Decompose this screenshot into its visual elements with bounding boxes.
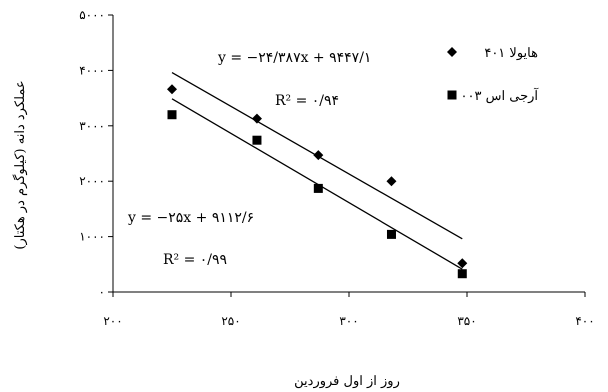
legend-label-hyola-401: هایولا ۴۰۱ xyxy=(484,46,538,61)
data-point-square xyxy=(313,183,323,193)
y-tick-label: ۴۰۰۰ xyxy=(79,63,105,77)
data-point-square xyxy=(252,135,262,145)
data-point-diamond xyxy=(457,258,468,269)
data-point-square xyxy=(457,269,467,279)
y-tick-label: ۲۰۰۰ xyxy=(79,174,105,188)
data-point-diamond xyxy=(167,84,177,95)
data-point-diamond xyxy=(313,150,324,161)
trend-equation-hyola-401: y = −۲۴/۳۸۷x + ۹۴۴۷/۱ xyxy=(217,50,371,66)
legend-label-rgs-003: آرجی اس ۰۰۳ xyxy=(461,87,540,104)
legend: هایولا ۴۰۱ آرجی اس ۰۰۳ xyxy=(447,46,539,104)
x-tick-label: ۲۰۰ xyxy=(103,314,122,328)
y-tick-label: ۱۰۰۰ xyxy=(79,230,105,244)
data-point-square xyxy=(386,229,396,239)
y-tick-label: ۵۰۰۰ xyxy=(79,8,105,22)
x-tick-label: ۳۰۰ xyxy=(339,314,358,328)
y-axis-title: عملکرد دانه (کیلوگرم در هکتار) xyxy=(12,80,28,249)
x-tick-label: ۲۵۰ xyxy=(221,314,240,328)
x-tick-label: ۳۵۰ xyxy=(457,314,476,328)
data-point-square xyxy=(167,110,177,120)
data-points xyxy=(167,84,468,279)
trend-equation-rgs-003: y = −۲۵x + ۹۱۱۲/۶ xyxy=(127,210,254,226)
x-axis-title: روز از اول فروردین xyxy=(294,374,400,389)
axes: ۰ ۱۰۰۰ ۲۰۰۰ ۳۰۰۰ ۴۰۰۰ ۵۰۰۰ ۲۰۰ ۲۵۰ ۳۰۰ ۳۵۰ ۴۰۰ xyxy=(79,8,594,328)
y-tick-label: ۰ xyxy=(99,285,105,299)
data-point-diamond xyxy=(386,176,397,187)
legend-marker-rgs-003 xyxy=(447,90,457,100)
trend-r2-rgs-003: R² = ۰/۹۹ xyxy=(163,252,227,268)
x-tick-label: ۴۰۰ xyxy=(575,314,594,328)
data-point-diamond xyxy=(251,113,262,124)
legend-marker-hyola-401 xyxy=(447,47,457,57)
y-tick-label: ۳۰۰۰ xyxy=(79,119,105,133)
trend-r2-hyola-401: R² = ۰/۹۴ xyxy=(275,93,339,109)
